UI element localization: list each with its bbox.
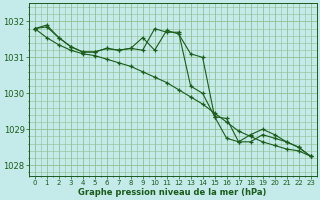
X-axis label: Graphe pression niveau de la mer (hPa): Graphe pression niveau de la mer (hPa) bbox=[78, 188, 267, 197]
